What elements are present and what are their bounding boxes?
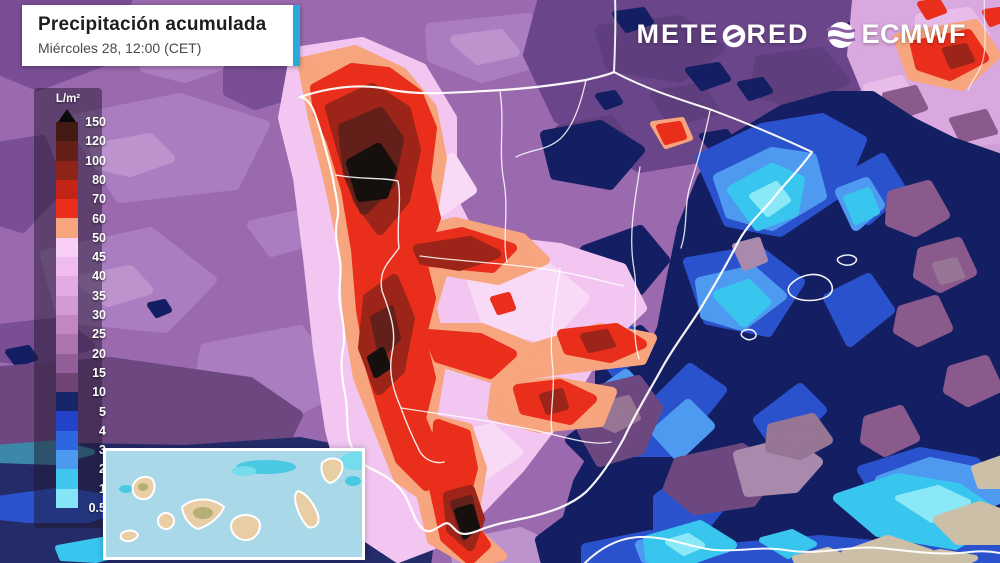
island-fuerteventura	[294, 490, 320, 529]
ecmwf-logo: ECMWF	[825, 19, 966, 50]
legend-overflow-arrow	[58, 109, 76, 122]
branding: METE RED ECMWF	[636, 19, 966, 50]
legend-unit: L/m²	[55, 93, 81, 105]
france-spain-border	[613, 71, 813, 153]
island-la-gomera	[157, 512, 175, 530]
legend-color-cell	[56, 179, 78, 200]
legend-tick-label: 0.5	[88, 501, 106, 515]
legend-tick-label: 150	[85, 115, 106, 129]
legend-tick-label: 4	[99, 423, 106, 438]
legend-color-cell	[56, 295, 78, 315]
legend-color-cell	[56, 257, 78, 277]
ecmwf-text: ECMWF	[861, 19, 966, 49]
legend-tick-label: 70	[92, 192, 106, 207]
legend-tick-label: 2	[99, 462, 106, 477]
legend-tick-label: 35	[92, 288, 106, 303]
legend-color-cell	[56, 122, 78, 142]
legend-tick-label: 10	[92, 385, 106, 400]
legend-tick-label: 30	[92, 308, 106, 322]
canary-islands-inset	[103, 448, 365, 560]
legend-color-cell	[56, 218, 78, 238]
legend-tick-label: 120	[85, 134, 106, 149]
legend-color-cell	[56, 314, 78, 335]
legend-tick-label: 20	[92, 346, 106, 361]
legend-color-cell	[56, 392, 78, 412]
legend-color-cell	[56, 353, 78, 373]
legend-color-cell	[56, 411, 78, 431]
legend-tick-label: 80	[92, 172, 106, 187]
island-el-hierro	[119, 529, 139, 543]
legend-tick-label: 3	[99, 443, 106, 458]
legend-color-cell	[56, 334, 78, 354]
legend-color-cell	[56, 237, 78, 258]
legend-tick-label: 25	[92, 327, 106, 342]
inset-islands	[119, 457, 344, 543]
legend-tick-label: 1	[99, 481, 106, 496]
coastlines-and-borders	[298, 0, 1000, 563]
mallorca-outline	[787, 273, 834, 302]
french-coast	[613, 0, 617, 73]
legend-bar	[56, 122, 78, 508]
legend-labels: 150 120 100 80 70 60 50 45 40 35 30 25 20 15 10 5 4 3 2 1 0.…	[80, 115, 106, 522]
iberia-coastline	[298, 70, 814, 536]
legend-color-cell	[56, 199, 78, 219]
africa-coastline	[584, 535, 1000, 563]
meteored-text-suffix: RED	[746, 19, 810, 49]
meteored-logo: METE RED	[636, 19, 809, 50]
legend-color-cell	[56, 488, 78, 508]
portugal-spain-border	[335, 174, 445, 464]
legend-tick-label: 60	[92, 211, 106, 226]
legend-tick-label: 15	[92, 365, 106, 380]
ecmwf-globe-icon	[825, 21, 856, 48]
legend-color-cell	[56, 372, 78, 393]
island-gran-canaria	[230, 514, 261, 542]
title-card: Precipitación acumulada Miércoles 28, 12…	[22, 5, 300, 66]
legend-color-cell	[56, 160, 78, 180]
meteored-text-prefix: METE	[636, 19, 720, 49]
cold-sector-east	[535, 91, 1000, 563]
legend-tick-label: 50	[92, 230, 106, 245]
legend-color-cell	[56, 276, 78, 296]
legend-color-cell	[56, 141, 78, 161]
legend-color-cell	[56, 450, 78, 470]
map-datetime: Miércoles 28, 12:00 (CET)	[38, 40, 202, 56]
inset-precip-patches	[119, 452, 362, 493]
inset-island-highlands	[138, 483, 213, 519]
warm-sector-west	[278, 37, 693, 563]
menorca-outline	[836, 254, 858, 266]
legend: L/m² 150 120 100 80 70 60 50 45 40 35 30 25 20 15 10 5 4…	[34, 88, 106, 528]
legend-color-cell	[56, 469, 78, 489]
legend-tick-label: 40	[92, 269, 106, 284]
legend-tick-label: 100	[85, 153, 106, 168]
meteored-o-icon	[722, 24, 745, 47]
legend-tick-label: 5	[99, 404, 106, 419]
legend-color-cell	[56, 430, 78, 451]
canary-islands-map	[106, 451, 362, 557]
ibiza-outline	[740, 328, 757, 341]
legend-tick-label: 45	[92, 250, 106, 265]
map-title: Precipitación acumulada	[38, 14, 267, 35]
island-lanzarote	[320, 457, 344, 484]
